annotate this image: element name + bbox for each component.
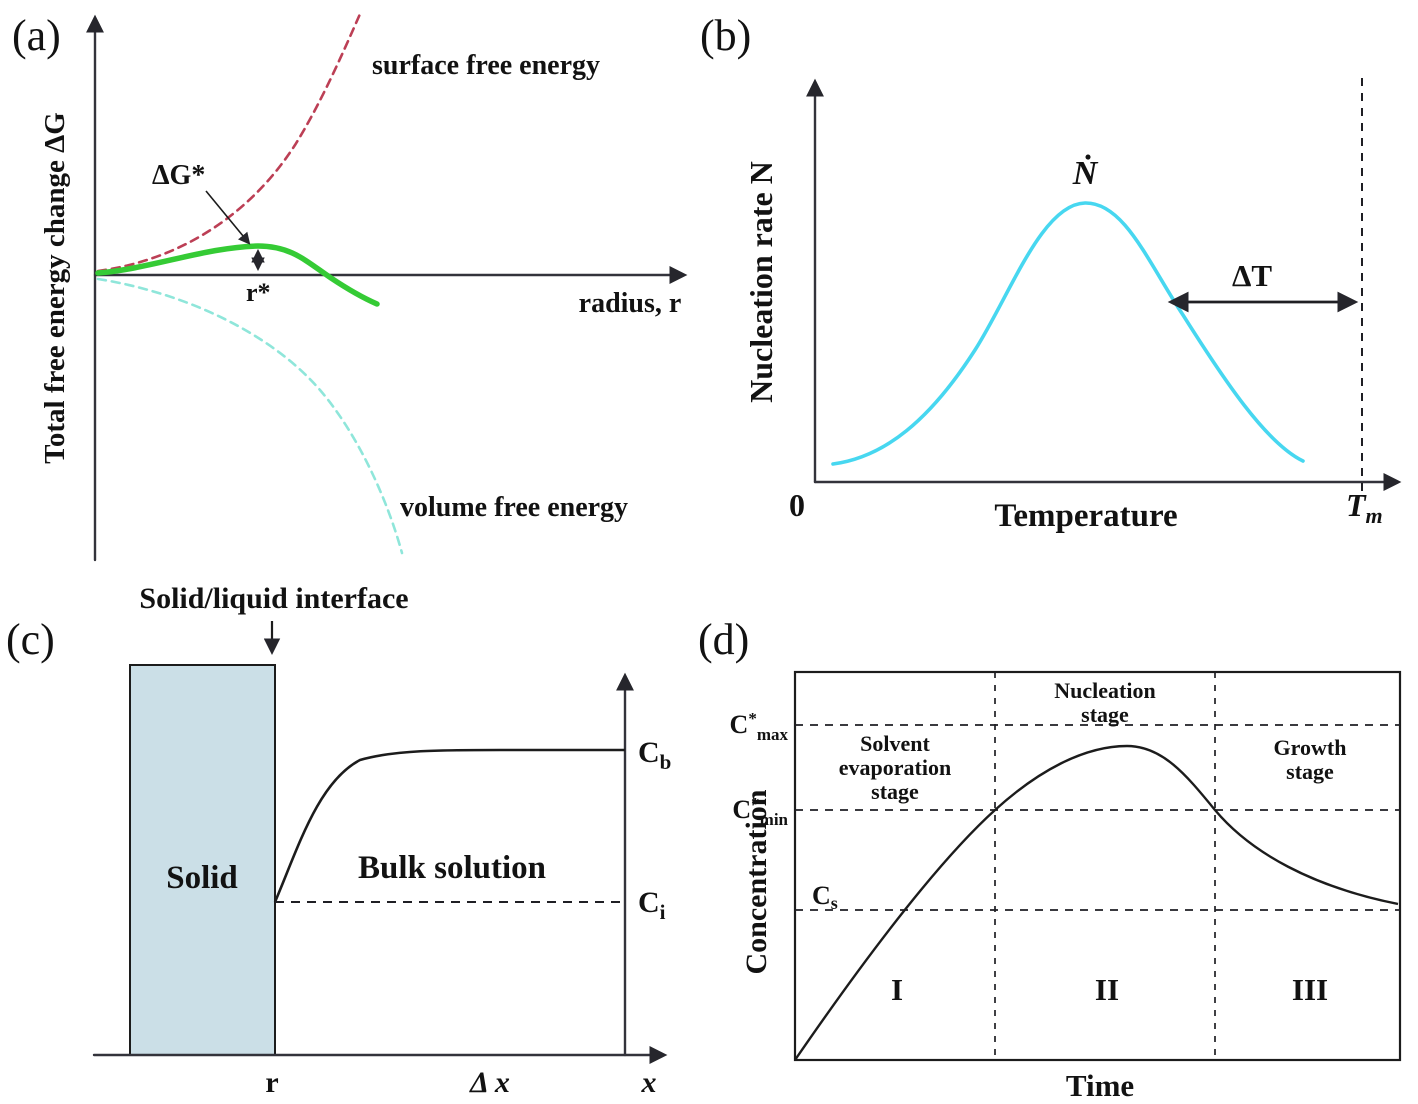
delta-g-star-label: ΔG*: [152, 160, 205, 191]
delta-t-label: ΔT: [1232, 258, 1272, 293]
cmin-base: C: [732, 795, 751, 824]
cmax-base: C: [730, 710, 749, 739]
r-star-label: r*: [246, 278, 271, 307]
volume-free-energy-curve: [96, 277, 404, 555]
stage2-line1: Nucleation: [1054, 678, 1155, 703]
bulk-solution-label: Bulk solution: [358, 850, 546, 886]
panel-a-y-label: Total free energy change ΔG: [39, 112, 71, 464]
cb-label: Cb: [638, 736, 671, 774]
panel-d-tag: (d): [698, 615, 749, 664]
solid-label: Solid: [166, 860, 238, 896]
tm-sub: m: [1366, 503, 1383, 528]
panel-b-origin-label: 0: [789, 487, 805, 523]
stage1-line2: evaporation: [839, 755, 951, 780]
ci-sub: i: [660, 900, 666, 924]
ci-base: C: [638, 886, 660, 919]
stage3-line2: stage: [1286, 759, 1334, 784]
lamer-curve: [794, 744, 1399, 1061]
region-2-label: II: [1095, 972, 1119, 1007]
cmax-sup: *: [748, 709, 757, 728]
cb-base: C: [638, 736, 660, 769]
panel-b-x-label: Temperature: [994, 498, 1177, 534]
surface-free-energy-curve: [96, 12, 362, 273]
concentration-profile-curve: [273, 748, 625, 903]
panel-d-plot-frame: [793, 670, 1402, 1062]
region-1-label: I: [891, 972, 903, 1007]
cmin-sub: min: [760, 810, 789, 829]
cmin-label: C*min: [732, 794, 788, 829]
panel-c-tag: (c): [6, 615, 55, 664]
cmax-label: C*max: [730, 709, 789, 744]
stage2-line2: stage: [1081, 702, 1129, 727]
panel-b-tag: (b): [700, 11, 751, 60]
panel-d-x-label: Time: [1066, 1068, 1134, 1103]
panel-b-tm-label: Tm: [1346, 487, 1383, 528]
cmax-sub: max: [757, 725, 789, 744]
panel-a: (a) Total free energy change ΔG radius, …: [12, 11, 688, 562]
cs-base: C: [812, 881, 831, 910]
stage1-line3: stage: [871, 779, 919, 804]
interface-label: Solid/liquid interface: [139, 582, 408, 615]
ci-label: Ci: [638, 886, 666, 924]
tm-base: T: [1346, 487, 1367, 523]
panel-a-x-label: radius, r: [579, 288, 682, 319]
panel-d-y-label: Concentration: [740, 789, 773, 974]
panel-d: (d) Concentration Time C*max C*min Cs So…: [698, 615, 1402, 1103]
delta-x-label: Δ x: [469, 1066, 510, 1099]
x-axis-label: x: [641, 1066, 657, 1099]
peak-n-dot-label: Ṅ: [1072, 154, 1099, 192]
region-3-label: III: [1292, 972, 1328, 1007]
stage3-line1: Growth: [1274, 735, 1347, 760]
panel-c: (c) Solid/liquid interface Solid Bulk so…: [6, 582, 671, 1099]
nucleation-rate-curve: [831, 201, 1305, 466]
r-axis-label: r: [265, 1066, 278, 1099]
panel-b: (b) Nucleation rate N Temperature 0 Tm Ṅ…: [700, 11, 1402, 534]
panel-a-tag: (a): [12, 11, 61, 60]
cmin-sup: *: [751, 794, 760, 813]
cs-label: Cs: [812, 881, 838, 913]
volume-free-energy-label: volume free energy: [400, 492, 628, 523]
panel-b-y-label: Nucleation rate N: [743, 161, 779, 403]
total-free-energy-curve: [95, 243, 380, 307]
cs-sub: s: [831, 893, 838, 913]
cb-sub: b: [660, 750, 672, 774]
delta-g-star-pointer-arrow: [205, 190, 251, 245]
surface-free-energy-label: surface free energy: [372, 50, 600, 81]
stage1-line1: Solvent: [860, 731, 930, 756]
